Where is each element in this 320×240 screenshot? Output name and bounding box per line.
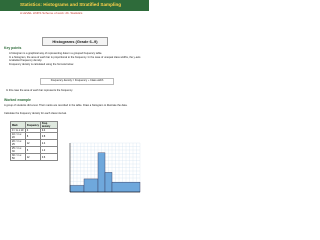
- table-row: 20 < m ≤ 25 12 2.4: [10, 139, 59, 148]
- cell: 0.4: [39, 127, 59, 134]
- bullet: In a histogram, the area of each bar is …: [9, 55, 141, 62]
- formula: Frequency density = Frequency ÷ Class wi…: [40, 78, 114, 85]
- bullet: A histogram is a graphical way of repres…: [9, 52, 103, 55]
- cell: 6: [24, 146, 41, 155]
- bar: [83, 178, 99, 193]
- table-row: 10 < m ≤ 20 8 0.8: [10, 132, 59, 141]
- bullet: Frequency density is calculated using th…: [9, 62, 74, 66]
- page: Statistics: Histograms and Stratified Sa…: [0, 0, 149, 198]
- cell: 12: [24, 153, 41, 162]
- bar: [111, 182, 141, 193]
- header-bar: [0, 0, 149, 11]
- key-points: A histogram is a graphical way of repres…: [6, 52, 141, 68]
- cell: 0.6: [39, 153, 59, 162]
- note: In this case the area of each bar repres…: [6, 89, 73, 92]
- header-cell: Frequency: [24, 121, 41, 129]
- cell: 30 < m ≤ 50: [10, 153, 26, 162]
- cell: 25 < m ≤ 30: [10, 146, 26, 155]
- table-row: 0 < m ≤ 10 4 0.4: [10, 127, 59, 134]
- header-cell: Freq. density: [39, 121, 59, 129]
- table: Mark Frequency Freq. density 0 < m ≤ 10 4 0.4…: [10, 121, 59, 162]
- example-step: Calculate the frequency density for each…: [4, 112, 67, 115]
- cell: 0 < m ≤ 10: [10, 127, 26, 134]
- example-title: Worked example: [4, 98, 31, 102]
- table-row: 30 < m ≤ 50 12 0.6: [10, 153, 59, 162]
- example-text: A group of students did a test. Their ma…: [4, 104, 128, 107]
- bar: [69, 185, 85, 193]
- bar: [97, 152, 106, 193]
- table-header: Mark Frequency Freq. density: [10, 121, 59, 129]
- subtitle: A LEVEL LINKS Scheme of work: 2b. Statis…: [20, 11, 83, 15]
- histogram: [69, 142, 141, 193]
- title: Statistics: Histograms and Stratified Sa…: [20, 2, 122, 7]
- bar: [104, 172, 113, 193]
- section-title: Histograms (Grade 6–9): [42, 37, 108, 46]
- cell: 10 < m ≤ 20: [10, 132, 26, 141]
- cell: 1.2: [39, 146, 59, 155]
- cell: 12: [24, 139, 41, 148]
- cell: 2.4: [39, 139, 59, 148]
- key-points-title: Key points: [4, 46, 22, 50]
- table-row: 25 < m ≤ 30 6 1.2: [10, 146, 59, 155]
- header-cell: Mark: [10, 121, 26, 129]
- cell: 20 < m ≤ 25: [10, 139, 26, 148]
- cell: 4: [24, 127, 41, 134]
- cell: 0.8: [39, 132, 59, 141]
- cell: 8: [24, 132, 41, 141]
